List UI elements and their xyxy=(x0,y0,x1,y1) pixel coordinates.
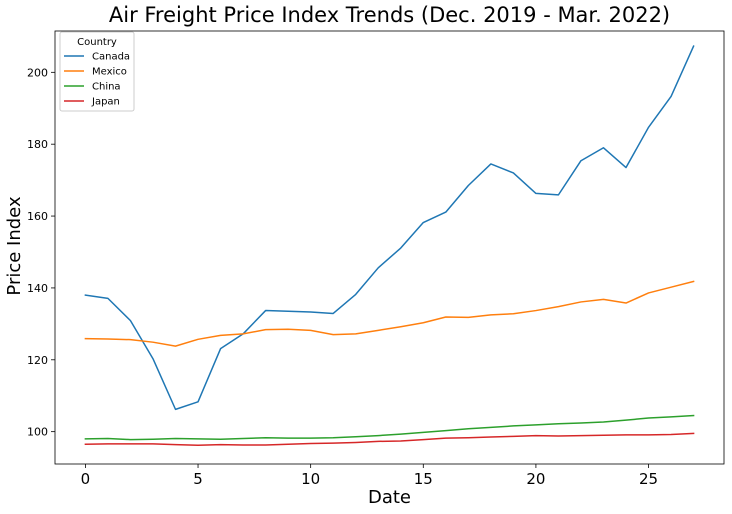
x-tick-label: 5 xyxy=(193,470,203,488)
x-axis-label: Date xyxy=(368,487,411,508)
chart-title: Air Freight Price Index Trends (Dec. 201… xyxy=(109,3,670,27)
x-tick-label: 10 xyxy=(301,470,320,488)
legend-label-canada: Canada xyxy=(92,52,130,63)
series-line-canada xyxy=(84,45,695,411)
legend-title: Country xyxy=(77,37,117,48)
axes-frame xyxy=(54,30,725,465)
legend-label-japan: Japan xyxy=(91,97,120,108)
series-line-china xyxy=(84,414,695,441)
y-tick-label: 140 xyxy=(27,282,48,295)
x-tick-label: 0 xyxy=(81,470,91,488)
series-line-mexico xyxy=(84,280,695,347)
y-tick-label: 200 xyxy=(27,66,48,79)
x-tick-label: 15 xyxy=(414,470,433,488)
y-tick-label: 100 xyxy=(27,426,48,439)
y-axis-label: Price Index xyxy=(4,196,25,296)
y-tick-label: 120 xyxy=(27,354,48,367)
y-tick-label: 160 xyxy=(27,210,48,223)
x-tick-label: 20 xyxy=(526,470,545,488)
legend-box xyxy=(59,31,135,112)
legend: Country Canada Mexico China Japan xyxy=(59,31,135,112)
x-tick-label: 25 xyxy=(639,470,658,488)
series-line-japan xyxy=(84,432,695,447)
legend-label-china: China xyxy=(92,82,121,93)
plot-area: 0 5 10 15 20 25 100 120 140 160 180 200 xyxy=(27,30,725,488)
y-tick-label: 180 xyxy=(27,138,48,151)
legend-label-mexico: Mexico xyxy=(92,67,127,78)
